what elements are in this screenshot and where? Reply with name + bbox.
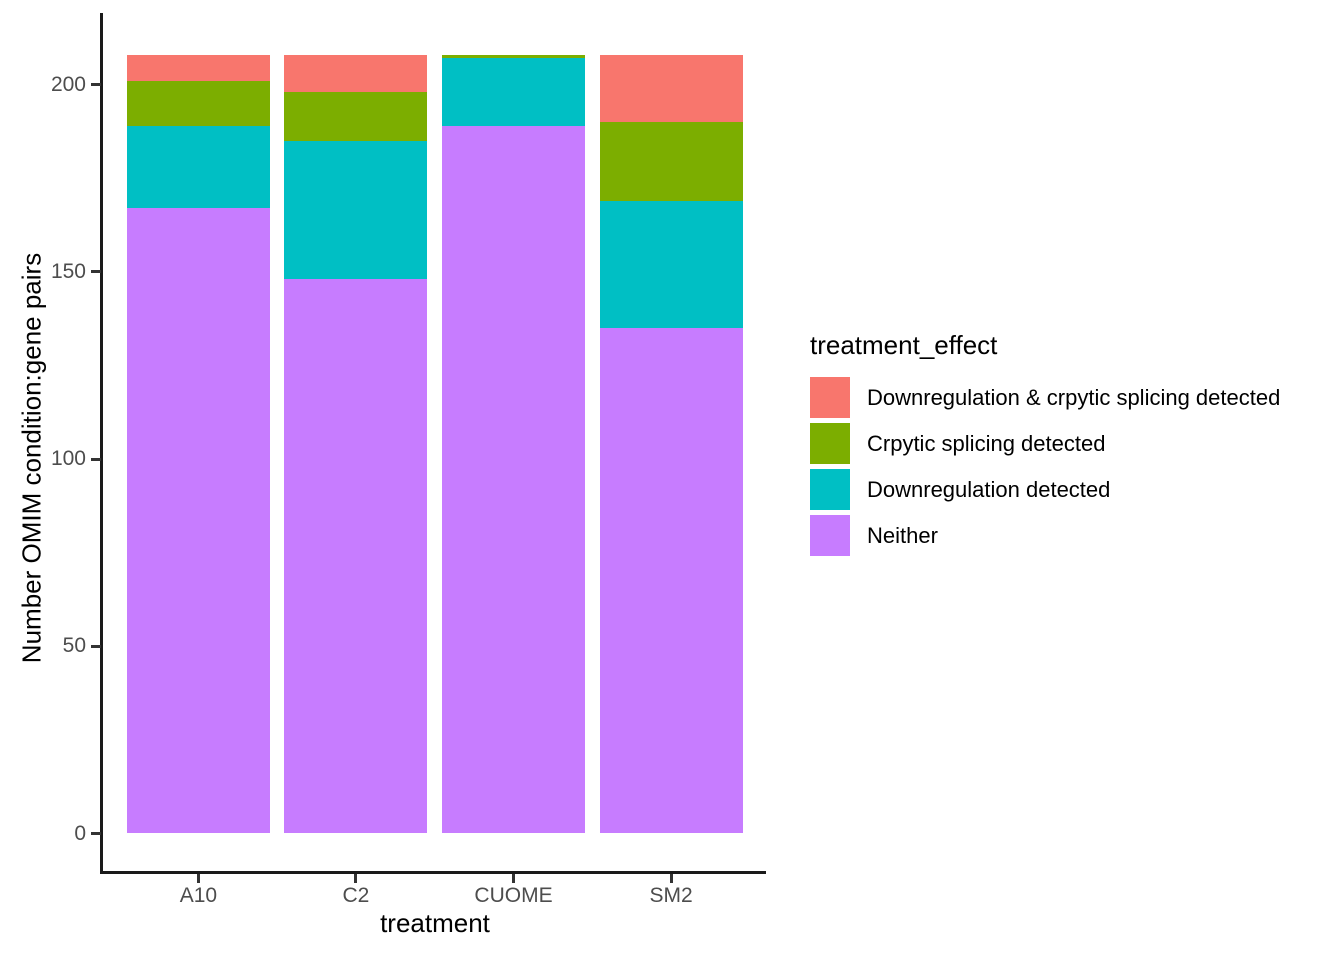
bar-segment bbox=[284, 279, 428, 834]
legend-swatch bbox=[810, 469, 850, 510]
legend-items: Downregulation & crpytic splicing detect… bbox=[810, 377, 1280, 556]
legend-item: Neither bbox=[810, 515, 1280, 556]
y-tick-mark bbox=[91, 457, 101, 461]
legend-label: Neither bbox=[867, 522, 938, 548]
bar-sm2 bbox=[599, 54, 743, 834]
bar-segment bbox=[599, 54, 743, 122]
y-tick-label: 200 bbox=[50, 72, 86, 96]
legend-swatch bbox=[810, 377, 850, 418]
x-tick-mark bbox=[196, 874, 200, 883]
y-tick-mark bbox=[91, 832, 101, 835]
legend: treatment_effect Downregulation & crpyti… bbox=[810, 330, 1280, 561]
x-axis-title: treatment bbox=[380, 908, 490, 938]
bar-a10 bbox=[126, 54, 270, 834]
legend-item: Crpytic splicing detected bbox=[810, 423, 1280, 464]
y-tick-label: 150 bbox=[50, 259, 86, 283]
legend-swatch bbox=[810, 423, 850, 464]
x-tick-label: CUOME bbox=[474, 884, 553, 907]
x-tick-mark bbox=[512, 874, 515, 883]
y-axis-line bbox=[100, 13, 103, 874]
bar-segment bbox=[442, 125, 585, 834]
bar-segment bbox=[126, 125, 270, 209]
y-tick-label: 0 bbox=[74, 821, 86, 845]
bar-cuome bbox=[442, 54, 585, 834]
legend-item: Downregulation & crpytic splicing detect… bbox=[810, 377, 1280, 418]
x-axis-line bbox=[100, 871, 766, 874]
legend-title: treatment_effect bbox=[810, 330, 998, 360]
bar-segment bbox=[126, 54, 270, 81]
y-tick-mark bbox=[91, 270, 101, 274]
x-tick-label: SM2 bbox=[649, 884, 693, 907]
legend-label: Downregulation & crpytic splicing detect… bbox=[867, 384, 1281, 410]
x-tick-mark bbox=[354, 874, 358, 883]
bar-segment bbox=[599, 327, 743, 834]
y-tick-label: 100 bbox=[50, 447, 86, 470]
bar-segment bbox=[284, 91, 428, 141]
y-tick-mark bbox=[91, 83, 101, 86]
y-tick-label: 50 bbox=[62, 634, 86, 658]
legend-item: Downregulation detected bbox=[810, 469, 1280, 510]
bar-c2 bbox=[284, 54, 428, 834]
y-axis-title: Number OMIM condition:gene pairs bbox=[16, 252, 47, 664]
bar-segment bbox=[284, 54, 428, 92]
bar-segment bbox=[126, 208, 270, 834]
x-tick-label: A10 bbox=[179, 884, 218, 907]
bar-segment bbox=[126, 80, 270, 126]
legend-label: Downregulation detected bbox=[867, 476, 1111, 502]
bar-segment bbox=[442, 54, 585, 59]
x-tick-mark bbox=[669, 874, 673, 883]
bar-segment bbox=[599, 200, 743, 328]
y-tick-mark bbox=[91, 644, 101, 648]
x-tick-label: C2 bbox=[342, 884, 370, 907]
legend-label: Crpytic splicing detected bbox=[867, 430, 1106, 456]
bar-segment bbox=[442, 58, 585, 126]
legend-swatch bbox=[810, 515, 850, 556]
bar-segment bbox=[284, 140, 428, 280]
bar-segment bbox=[599, 121, 743, 201]
